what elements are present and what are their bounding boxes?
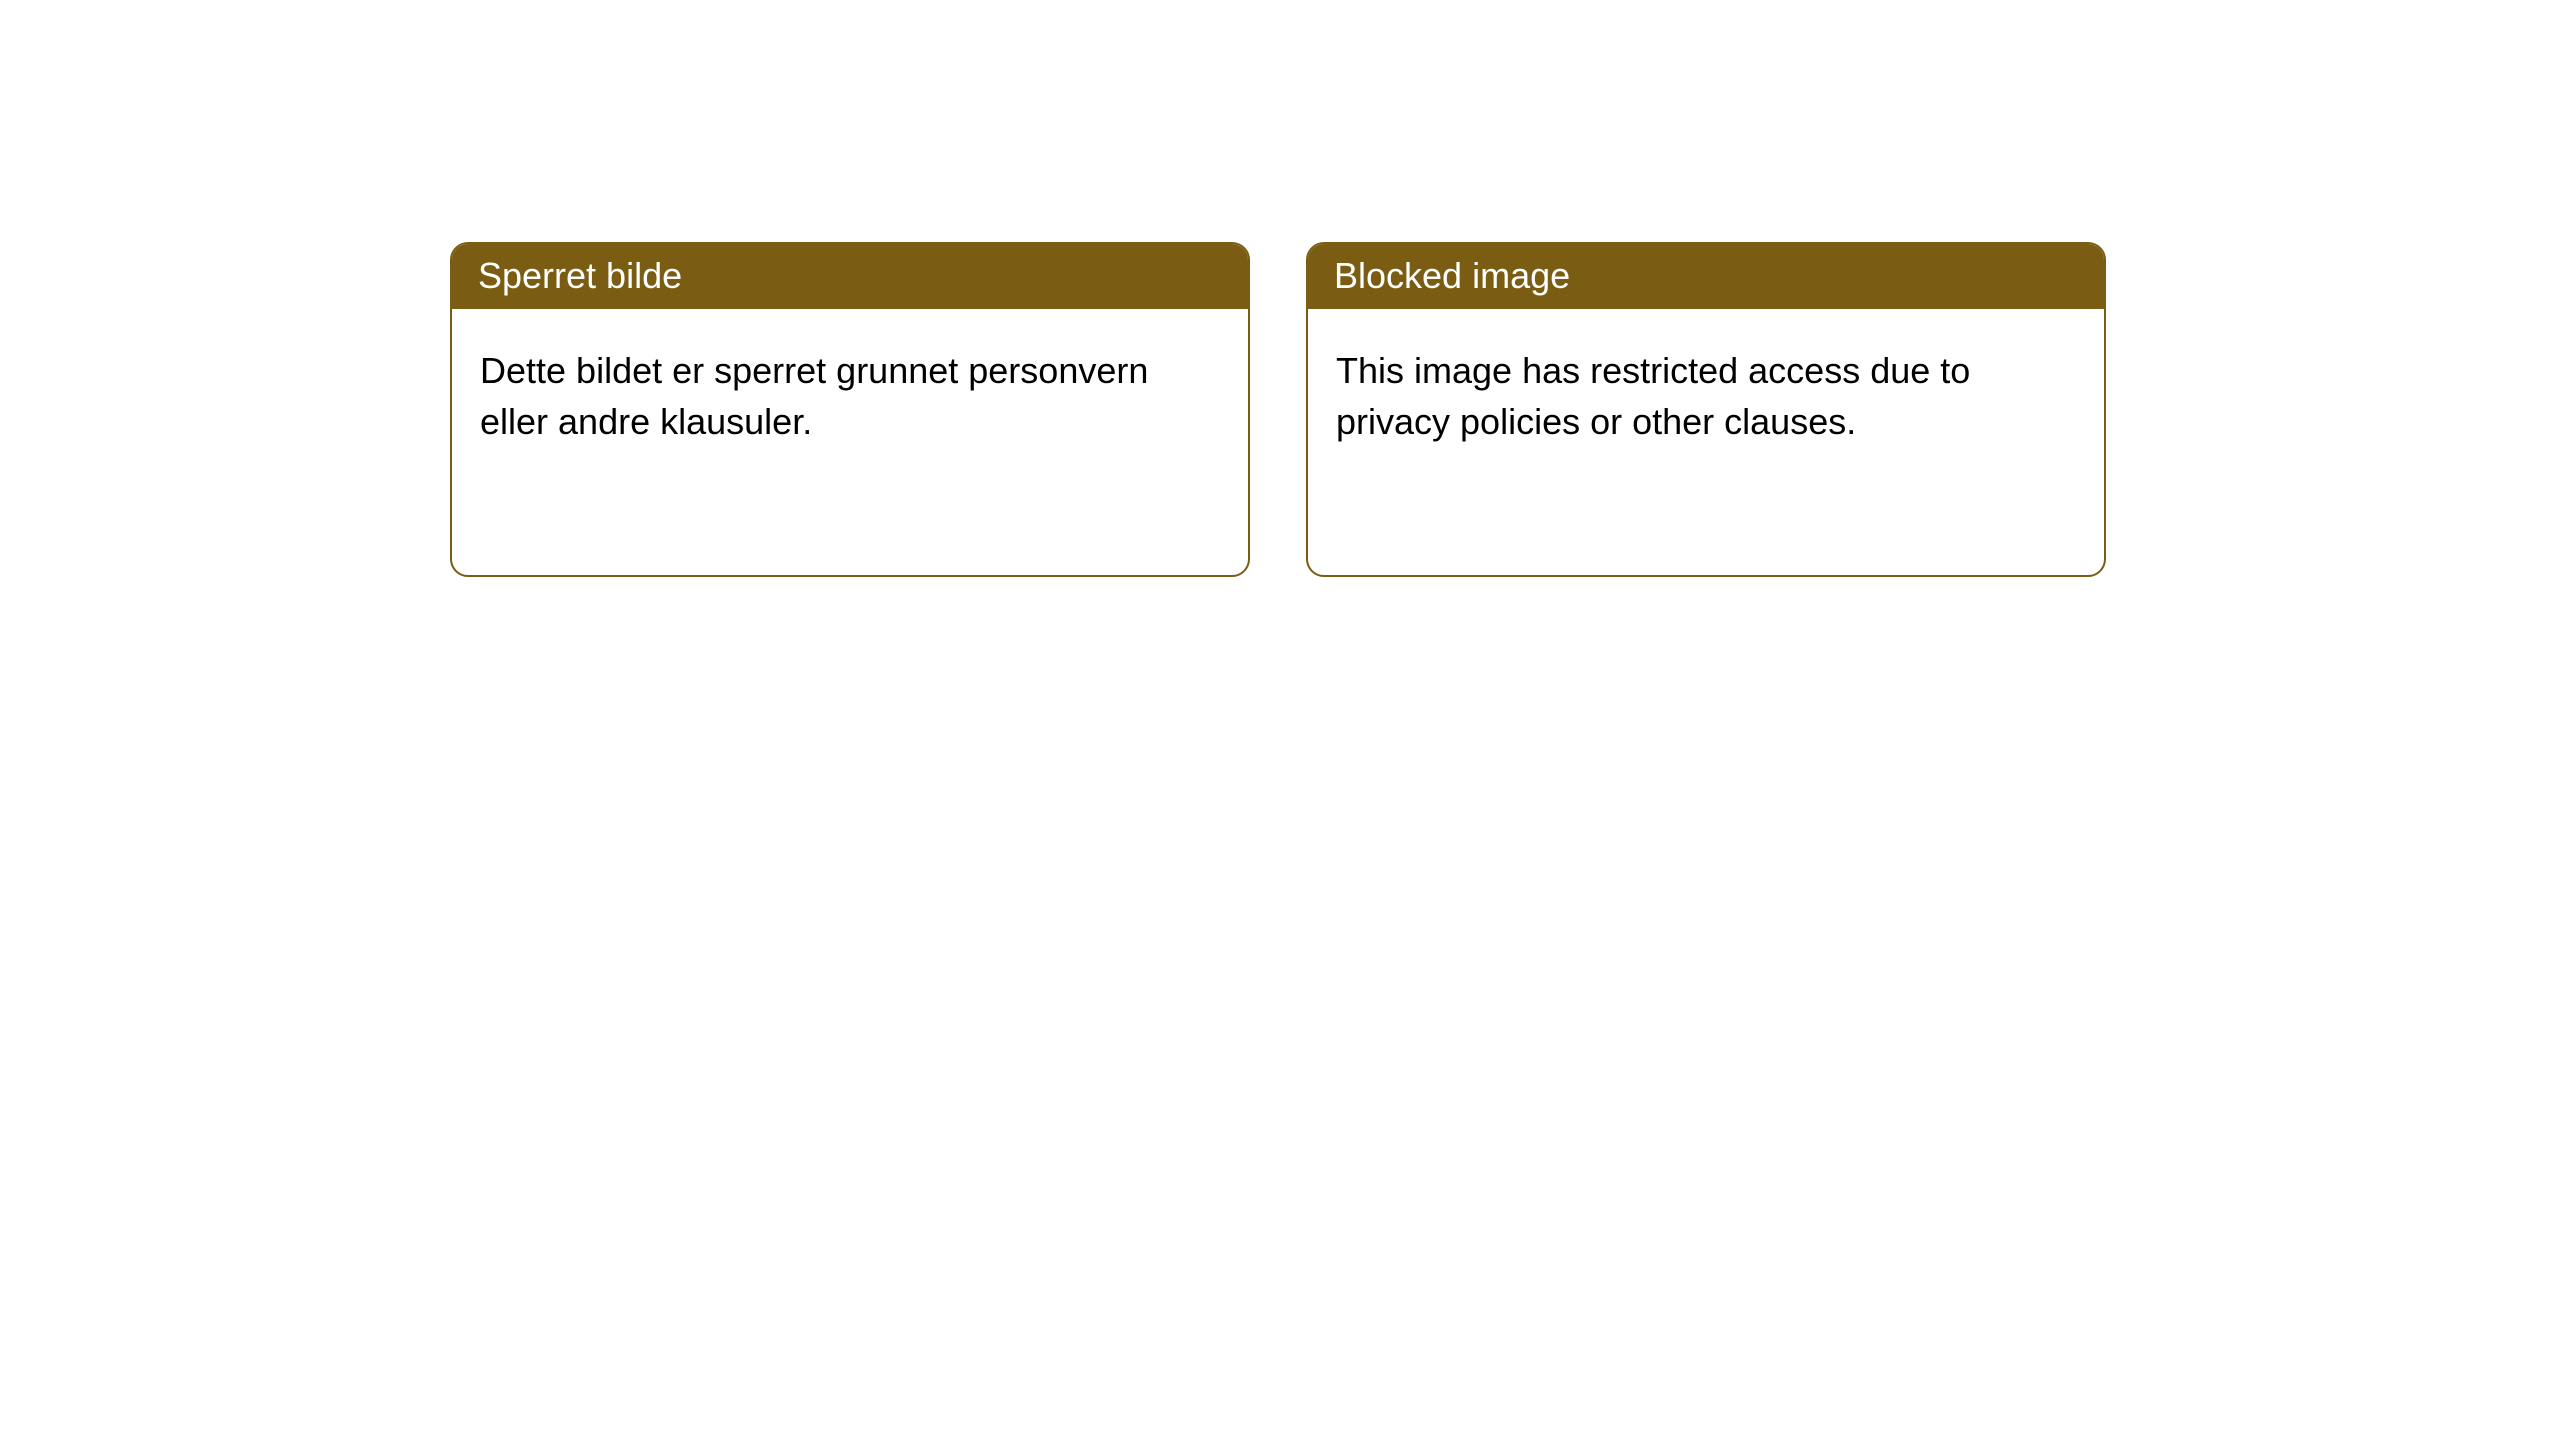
blocked-image-card-english: Blocked image This image has restricted … — [1306, 242, 2106, 577]
card-message: This image has restricted access due to … — [1336, 350, 1970, 442]
notice-container: Sperret bilde Dette bildet er sperret gr… — [0, 0, 2560, 577]
card-header: Blocked image — [1308, 244, 2104, 309]
card-body: This image has restricted access due to … — [1308, 309, 2104, 483]
card-body: Dette bildet er sperret grunnet personve… — [452, 309, 1248, 483]
card-title: Sperret bilde — [478, 255, 682, 296]
card-title: Blocked image — [1334, 255, 1570, 296]
blocked-image-card-norwegian: Sperret bilde Dette bildet er sperret gr… — [450, 242, 1250, 577]
card-message: Dette bildet er sperret grunnet personve… — [480, 350, 1148, 442]
card-header: Sperret bilde — [452, 244, 1248, 309]
